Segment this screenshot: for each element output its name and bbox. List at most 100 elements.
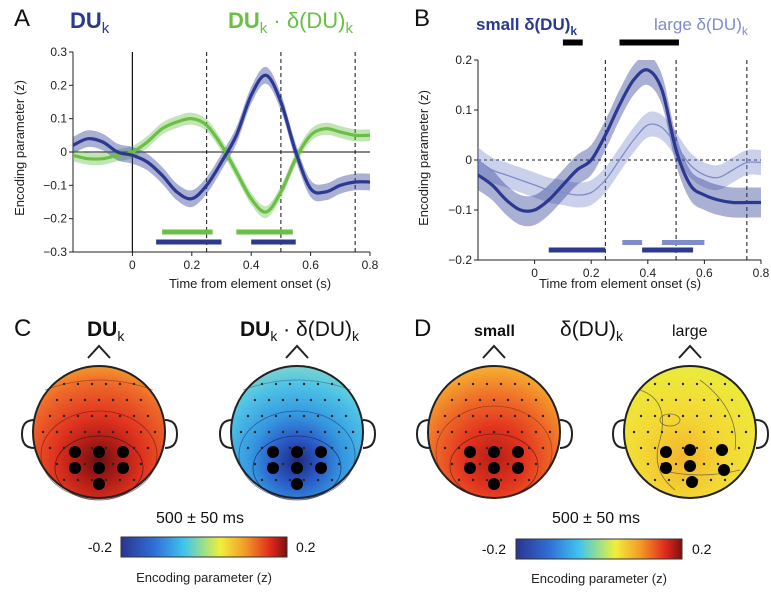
electrode-dot — [76, 382, 80, 386]
electrode-dot — [513, 478, 517, 482]
electrode-dot — [281, 430, 285, 434]
electrode-dot — [499, 382, 503, 386]
colorbar-c-label: Encoding parameter (z) — [136, 570, 272, 585]
electrode-dot — [464, 398, 468, 402]
topomap-c-du — [20, 344, 179, 501]
electrode-dot — [443, 414, 447, 418]
y-tick-label-a: 0.1 — [50, 112, 67, 126]
electrode-dot — [288, 478, 292, 482]
electrode-dot — [153, 430, 157, 434]
electrode-dot — [485, 414, 489, 418]
electrode-dot — [316, 382, 320, 386]
electrode-dot — [457, 382, 461, 386]
cluster-electrode — [117, 446, 129, 458]
x-tick-label-b: 0.4 — [639, 266, 656, 280]
cluster-electrode — [291, 446, 303, 458]
electrode-dot — [274, 382, 278, 386]
electrode-dot — [667, 414, 671, 418]
electrode-dot — [69, 398, 73, 402]
electrode-dot — [90, 414, 94, 418]
electrode-dot — [723, 478, 727, 482]
electrode-dot — [97, 398, 101, 402]
electrode-dot — [295, 398, 299, 402]
electrode-dot — [253, 398, 257, 402]
electrode-dot — [660, 430, 664, 434]
cluster-electrode — [660, 446, 672, 458]
electrode-dot — [295, 430, 299, 434]
electrode-dot — [660, 398, 664, 402]
electrode-dot — [337, 430, 341, 434]
electrode-dot — [450, 398, 454, 402]
title-d-delta: δ(DU)k — [560, 318, 624, 344]
electrode-dot — [674, 462, 678, 466]
electrode-dot — [260, 446, 264, 450]
cluster-electrode — [684, 444, 696, 456]
electrode-dot — [260, 382, 264, 386]
electrode-dot — [716, 398, 720, 402]
electrode-dot — [506, 430, 510, 434]
cluster-electrode — [464, 462, 476, 474]
electrode-dot — [118, 478, 122, 482]
electrode-dot — [681, 478, 685, 482]
electrode-dot — [125, 398, 129, 402]
electrode-dot — [104, 382, 108, 386]
electrode-dot — [457, 478, 461, 482]
electrode-dot — [499, 446, 503, 450]
x-tick-label-a: 0.8 — [362, 258, 379, 272]
electrode-dot — [478, 430, 482, 434]
line-plot-b: −0.2 −0.1 0 0.1 0.2 0 0.2 0.4 0.6 0.8 — [448, 39, 770, 280]
cluster-electrode — [291, 462, 303, 474]
legend-large: large δ(DU)k — [654, 15, 749, 38]
electrode-dot — [653, 446, 657, 450]
electrode-dot — [499, 414, 503, 418]
ylabel-a: Encoding parameter (z) — [12, 80, 27, 216]
electrode-dot — [260, 478, 264, 482]
electrode-dot — [730, 430, 734, 434]
electrode-dot — [534, 462, 538, 466]
electrode-dot — [667, 478, 671, 482]
electrode-dot — [118, 414, 122, 418]
topomap-d-small — [415, 344, 574, 499]
y-tick-label-a: 0 — [60, 145, 67, 159]
electrode-dot — [83, 430, 87, 434]
electrode-dot — [111, 462, 115, 466]
confidence-band-a — [73, 66, 370, 208]
electrode-dot — [471, 382, 475, 386]
cluster-electrode — [488, 462, 500, 474]
electrode-dot — [76, 414, 80, 418]
electrode-dot — [48, 414, 52, 418]
electrode-dot — [695, 382, 699, 386]
x-tick-label-a: 0.6 — [302, 258, 319, 272]
electrode-dot — [513, 382, 517, 386]
panel-letter-d: D — [414, 315, 431, 342]
electrode-dot — [744, 430, 748, 434]
electrode-dot — [520, 398, 524, 402]
electrode-dot — [111, 430, 115, 434]
colorbar-d-label: Encoding parameter (z) — [531, 571, 667, 586]
electrode-dot — [653, 478, 657, 482]
electrode-dot — [132, 414, 136, 418]
electrode-dot — [146, 446, 150, 450]
title-c-left: DUk — [87, 318, 125, 344]
electrode-dot — [541, 446, 545, 450]
y-tick-label-b: 0.2 — [455, 53, 472, 67]
electrode-dot — [267, 398, 271, 402]
electrode-dot — [737, 446, 741, 450]
cluster-electrode — [512, 462, 524, 474]
electrode-dot — [527, 414, 531, 418]
electrode-dot — [702, 430, 706, 434]
electrode-dot — [723, 414, 727, 418]
cluster-electrode — [93, 446, 105, 458]
topomap-d-large — [611, 344, 770, 499]
electrode-dot — [302, 414, 306, 418]
electrode-dot — [534, 398, 538, 402]
y-tick-label-a: −0.3 — [43, 245, 67, 259]
cluster-electrode — [267, 446, 279, 458]
cluster-electrode — [315, 446, 327, 458]
electrode-dot — [55, 398, 59, 402]
legend-interaction: DUk · δ(DU)k — [228, 8, 354, 37]
panel-letter-a: A — [14, 5, 30, 32]
electrode-dot — [97, 430, 101, 434]
electrode-dot — [62, 446, 66, 450]
electrode-dot — [55, 462, 59, 466]
